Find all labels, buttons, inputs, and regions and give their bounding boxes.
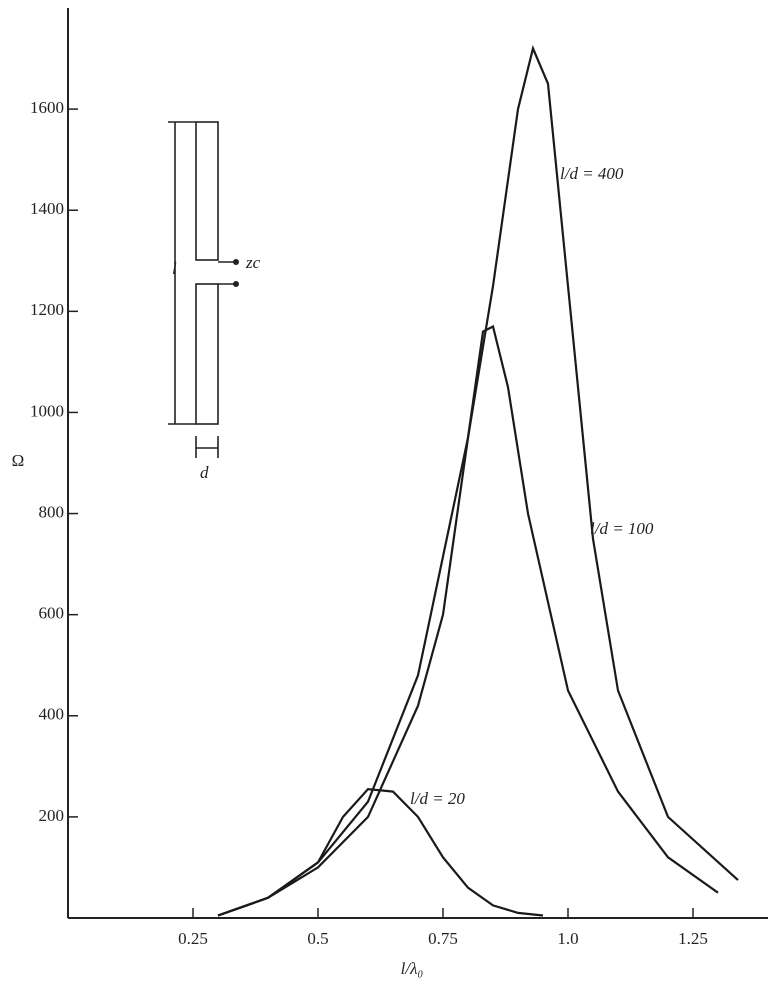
chart: l d zc l/λ₀ Ω 200 400 600 800 1000 1200 1400 16… [0, 0, 769, 984]
y-tick-label: 1200 [30, 300, 64, 319]
y-tick-label: 200 [39, 806, 65, 825]
curve [218, 789, 543, 915]
inset-label: zc [245, 253, 261, 272]
inset-label: l [172, 259, 177, 278]
y-tick-label: 1400 [30, 199, 64, 218]
x-tick-label: 0.25 [178, 929, 208, 948]
x-tick-label: 0.75 [428, 929, 458, 948]
y-tick-label: 1000 [30, 401, 64, 420]
y-tick-label: 400 [39, 705, 65, 724]
curve [218, 48, 738, 915]
y-tick-label: 600 [39, 604, 65, 623]
x-tick-label: 1.0 [557, 929, 578, 948]
curve [218, 327, 718, 916]
curve-label: l/d = 100 [590, 519, 654, 538]
x-tick-label: 1.25 [678, 929, 708, 948]
page: {"chart_data": {"type": "line", "x_label… [0, 0, 769, 984]
feed-point [233, 259, 239, 265]
dipole-lower [196, 284, 218, 424]
y-axis-label: Ω [12, 451, 25, 470]
curve-label: l/d = 20 [410, 789, 465, 808]
dipole-upper [196, 122, 218, 260]
inset-label: d [200, 463, 209, 482]
x-tick-label: 0.5 [307, 929, 328, 948]
curve-label: l/d = 400 [560, 164, 624, 183]
x-axis-label: l/λ₀ [401, 959, 424, 978]
dipole-inset [168, 122, 239, 458]
y-tick-label: 800 [39, 502, 65, 521]
feed-point [233, 281, 239, 287]
y-tick-label: 1600 [30, 98, 64, 117]
